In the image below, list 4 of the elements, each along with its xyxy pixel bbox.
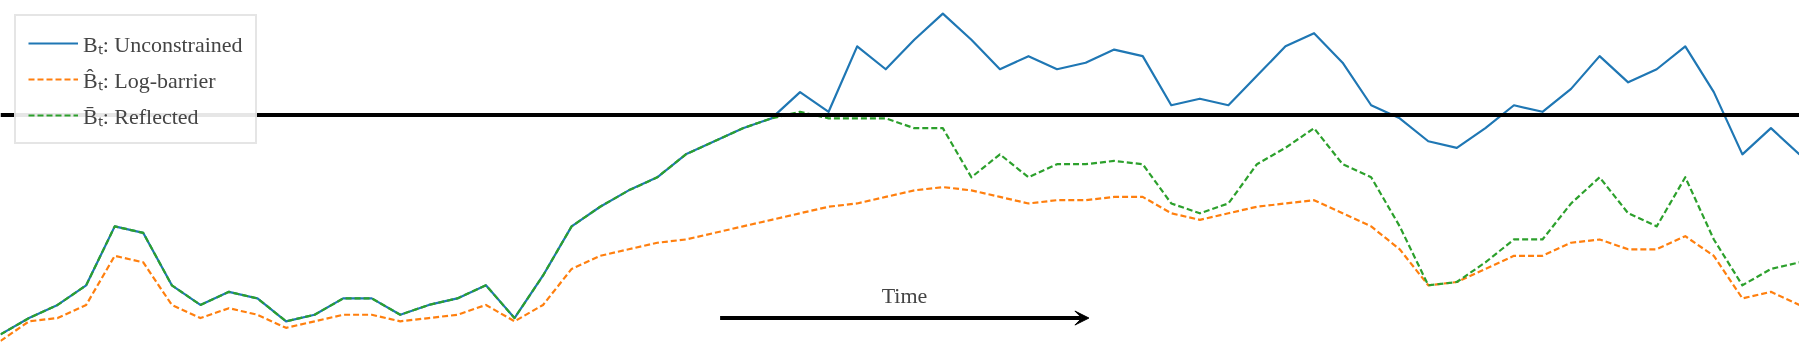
legend-label: Bₜ: Unconstrained [83,31,243,58]
legend-label: B̂ₜ: Log-barrier [83,67,216,94]
annotation: Time [881,283,928,309]
legend-label: B̄ₜ: Reflected [83,103,199,130]
